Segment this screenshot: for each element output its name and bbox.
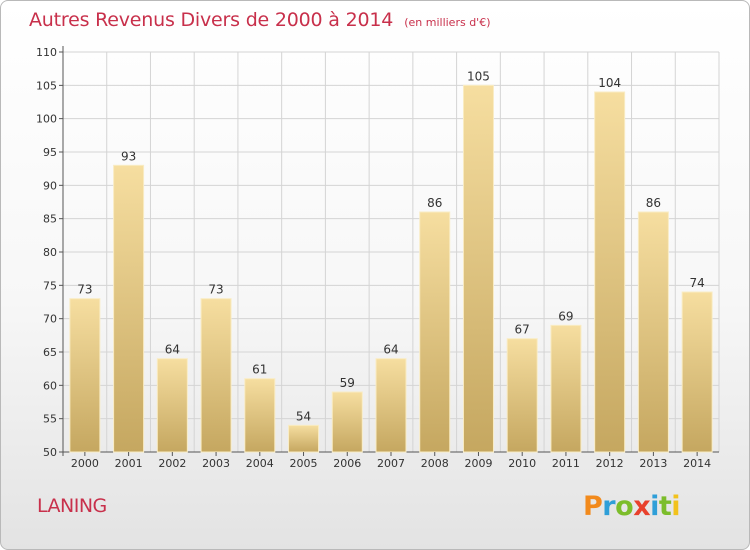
- y-tick-label: 65: [43, 346, 57, 359]
- bar-value-label: 104: [598, 76, 621, 90]
- x-tick-label: 2008: [421, 457, 449, 470]
- x-tick-label: 2000: [71, 457, 99, 470]
- bar-value-label: 86: [427, 196, 442, 210]
- y-tick-label: 70: [43, 313, 57, 326]
- chart-subtitle: (en milliers d'€): [404, 16, 491, 29]
- bar: [506, 338, 538, 453]
- x-tick-label: 2011: [552, 457, 580, 470]
- bar-value-label: 86: [646, 196, 661, 210]
- bar: [419, 211, 451, 453]
- y-tick-label: 60: [43, 379, 57, 392]
- y-tick-label: 110: [36, 46, 57, 59]
- x-tick-label: 2004: [246, 457, 274, 470]
- y-tick-label: 50: [43, 446, 57, 459]
- bar: [637, 211, 669, 453]
- y-tick-label: 85: [43, 213, 57, 226]
- bar-value-label: 73: [77, 283, 92, 297]
- bar: [288, 424, 320, 453]
- proxiti-logo: Proxiti: [583, 491, 681, 522]
- logo-letter: o: [615, 491, 634, 522]
- y-tick-label: 100: [36, 113, 57, 126]
- bar: [200, 298, 232, 453]
- bar: [375, 358, 407, 453]
- bar: [462, 84, 494, 453]
- y-tick-label: 80: [43, 246, 57, 259]
- x-tick-label: 2009: [464, 457, 492, 470]
- bar: [244, 378, 276, 453]
- bar-value-label: 67: [515, 323, 530, 337]
- x-tick-label: 2003: [202, 457, 230, 470]
- bar-value-label: 73: [208, 283, 223, 297]
- x-tick-label: 2007: [377, 457, 405, 470]
- logo-letter: i: [671, 491, 681, 522]
- bar-value-label: 69: [558, 309, 573, 323]
- logo-letter: t: [658, 491, 672, 522]
- bar-value-label: 64: [383, 343, 398, 357]
- bar: [156, 358, 188, 453]
- y-tick-label: 95: [43, 146, 57, 159]
- chart-title: Autres Revenus Divers de 2000 à 2014: [29, 9, 394, 31]
- x-tick-label: 2002: [158, 457, 186, 470]
- x-tick-label: 2010: [508, 457, 536, 470]
- x-tick-label: 2013: [639, 457, 667, 470]
- y-tick-label: 75: [43, 279, 57, 292]
- chart-title-row: Autres Revenus Divers de 2000 à 2014 (en…: [29, 9, 491, 31]
- x-tick-label: 2012: [596, 457, 624, 470]
- logo-letter: r: [602, 491, 616, 522]
- y-tick-label: 55: [43, 413, 57, 426]
- logo-letter: i: [650, 491, 659, 522]
- x-tick-label: 2014: [683, 457, 711, 470]
- bar-value-label: 64: [165, 343, 180, 357]
- x-tick-label: 2006: [333, 457, 361, 470]
- x-tick-label: 2001: [115, 457, 143, 470]
- logo-letter: P: [583, 491, 603, 522]
- bar-value-label: 105: [467, 69, 490, 83]
- bar: [331, 391, 363, 453]
- bar-value-label: 74: [689, 276, 704, 290]
- logo-letter: x: [633, 491, 651, 522]
- bar-value-label: 54: [296, 409, 311, 423]
- bar: [594, 91, 626, 453]
- bar-value-label: 61: [252, 363, 267, 377]
- bar-value-label: 59: [340, 376, 355, 390]
- place-name: LANING: [37, 495, 107, 517]
- bar: [69, 298, 101, 453]
- x-tick-label: 2005: [290, 457, 318, 470]
- bar-value-label: 93: [121, 149, 136, 163]
- bar: [113, 164, 145, 453]
- bar: [550, 324, 582, 453]
- y-tick-label: 90: [43, 179, 57, 192]
- y-tick-label: 105: [36, 79, 57, 92]
- bar: [681, 291, 713, 453]
